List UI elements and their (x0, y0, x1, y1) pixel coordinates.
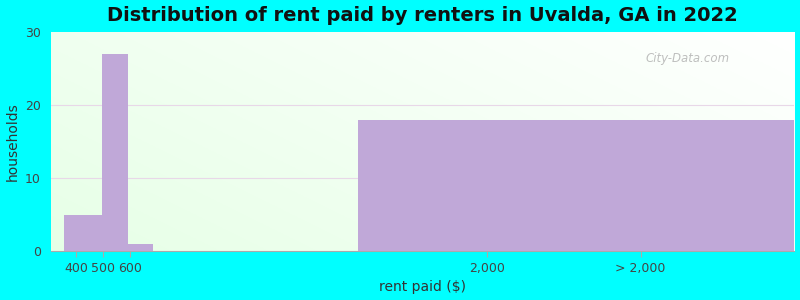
Bar (128, 244, 154, 251)
Text: City-Data.com: City-Data.com (646, 52, 730, 64)
Title: Distribution of rent paid by renters in Uvalda, GA in 2022: Distribution of rent paid by renters in … (107, 6, 738, 25)
Bar (358, 120, 794, 251)
Bar (102, 54, 128, 251)
Bar (63, 215, 102, 251)
X-axis label: rent paid ($): rent paid ($) (379, 280, 466, 294)
Y-axis label: households: households (6, 102, 19, 181)
